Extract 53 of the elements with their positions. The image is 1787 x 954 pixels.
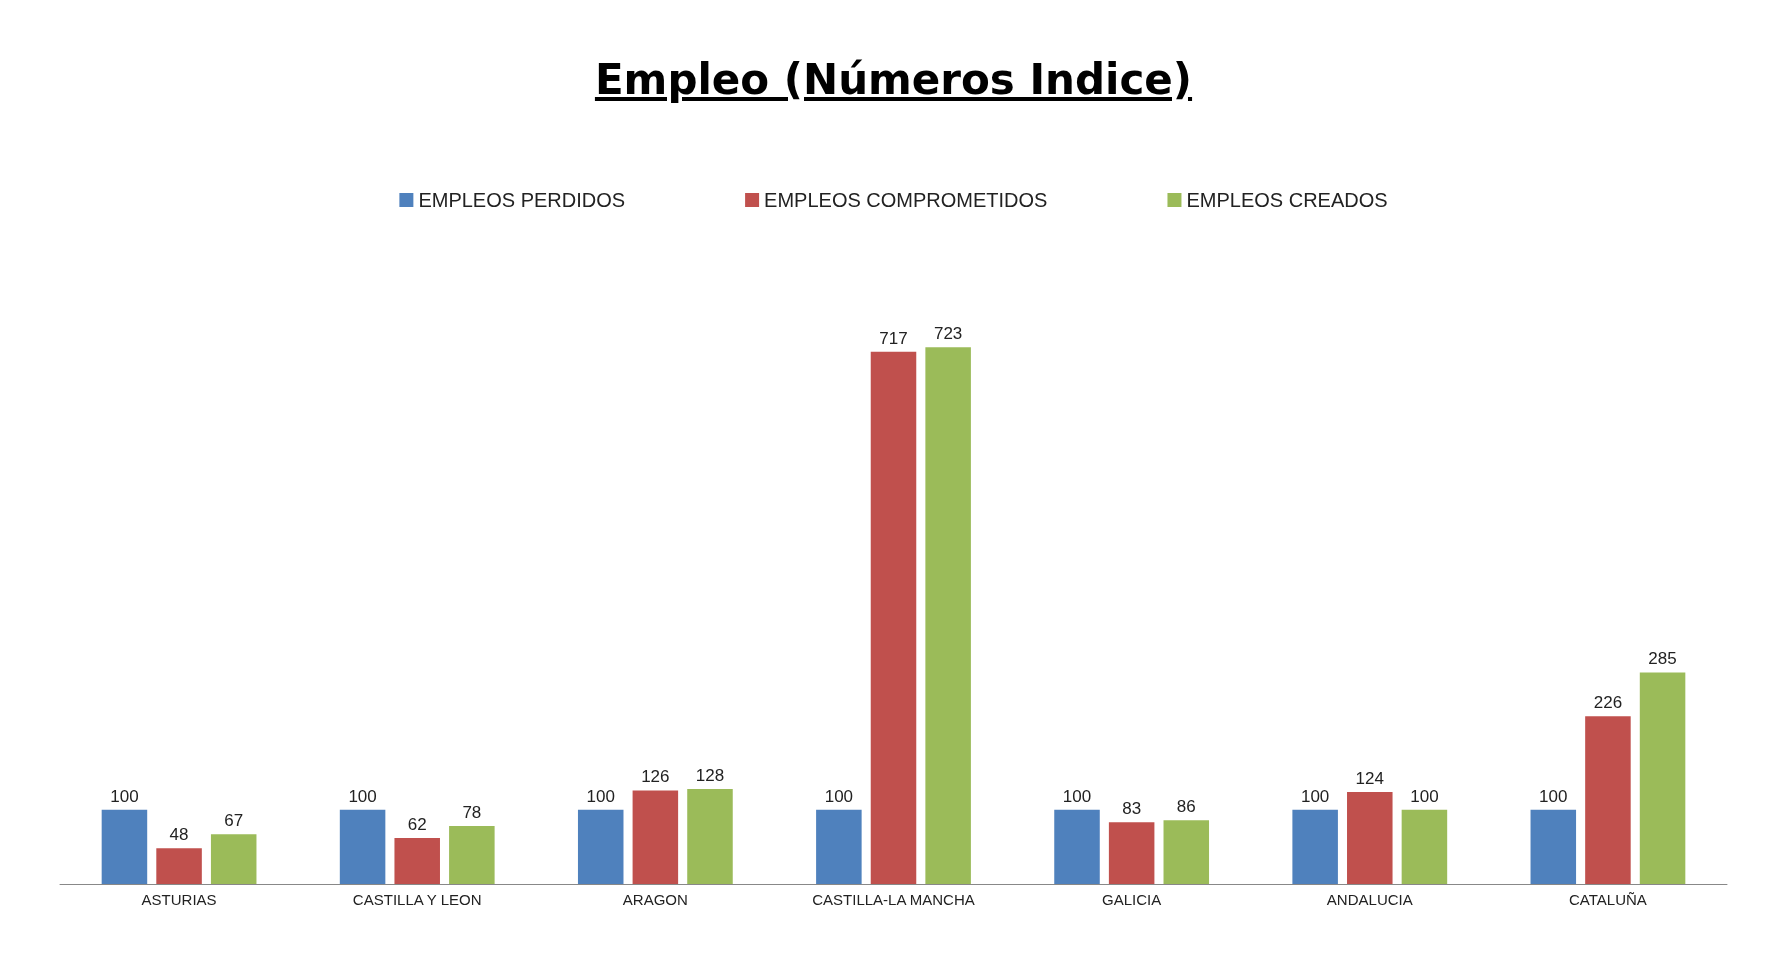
data-label: 62 [407,814,427,834]
data-label: 124 [1355,768,1384,788]
data-label: 83 [1122,799,1142,819]
data-label: 100 [1062,786,1092,806]
bar [632,790,679,884]
bar [1530,809,1577,884]
data-label: 67 [224,811,244,831]
x-tick-label: GALICIA [1102,891,1162,908]
data-label: 48 [169,825,189,845]
bar [925,347,971,884]
bar [1292,809,1338,884]
data-label: 100 [1539,786,1568,806]
x-tick-label: ASTURIAS [141,891,217,908]
data-label: 78 [462,803,482,823]
data-label: 128 [695,765,725,785]
x-tick-label: ARAGON [622,891,688,908]
data-label: 100 [824,786,854,806]
bar [1401,809,1448,884]
data-label: 100 [1300,786,1330,806]
bar [394,837,440,884]
data-label: 717 [879,328,908,348]
data-label: 86 [1176,797,1196,817]
chart-title: Empleo (Números Indice) [593,55,1194,104]
data-label: 100 [1410,786,1439,806]
bar [870,351,917,884]
data-label: 226 [1593,693,1623,713]
bar [449,826,495,884]
bar [577,809,624,884]
data-label: 100 [110,786,139,806]
bar [1163,820,1210,884]
data-label: 723 [933,324,963,344]
legend-label: EMPLEOS PERDIDOS [418,189,626,211]
bar [156,848,202,884]
data-label: 100 [348,786,377,806]
bar [210,834,257,884]
bar [1639,672,1686,884]
x-tick-label: CASTILLA-LA MANCHA [812,891,975,908]
bar [816,809,862,884]
x-tick-label: CATALUÑA [1569,891,1647,908]
data-label: 285 [1648,649,1677,669]
x-tick-label: CASTILLA Y LEON [352,891,482,908]
bar [1054,809,1100,884]
bar [339,809,386,884]
bar [687,788,733,884]
data-label: 126 [641,767,670,787]
bar [1347,791,1393,884]
legend-label: EMPLEOS COMPROMETIDOS [764,189,1048,211]
x-tick-label: ANDALUCIA [1326,891,1413,908]
bar [101,809,148,884]
data-label: 100 [586,786,615,806]
bar [1108,822,1155,884]
legend-label: EMPLEOS CREADOS [1186,189,1388,211]
bar [1585,716,1631,884]
